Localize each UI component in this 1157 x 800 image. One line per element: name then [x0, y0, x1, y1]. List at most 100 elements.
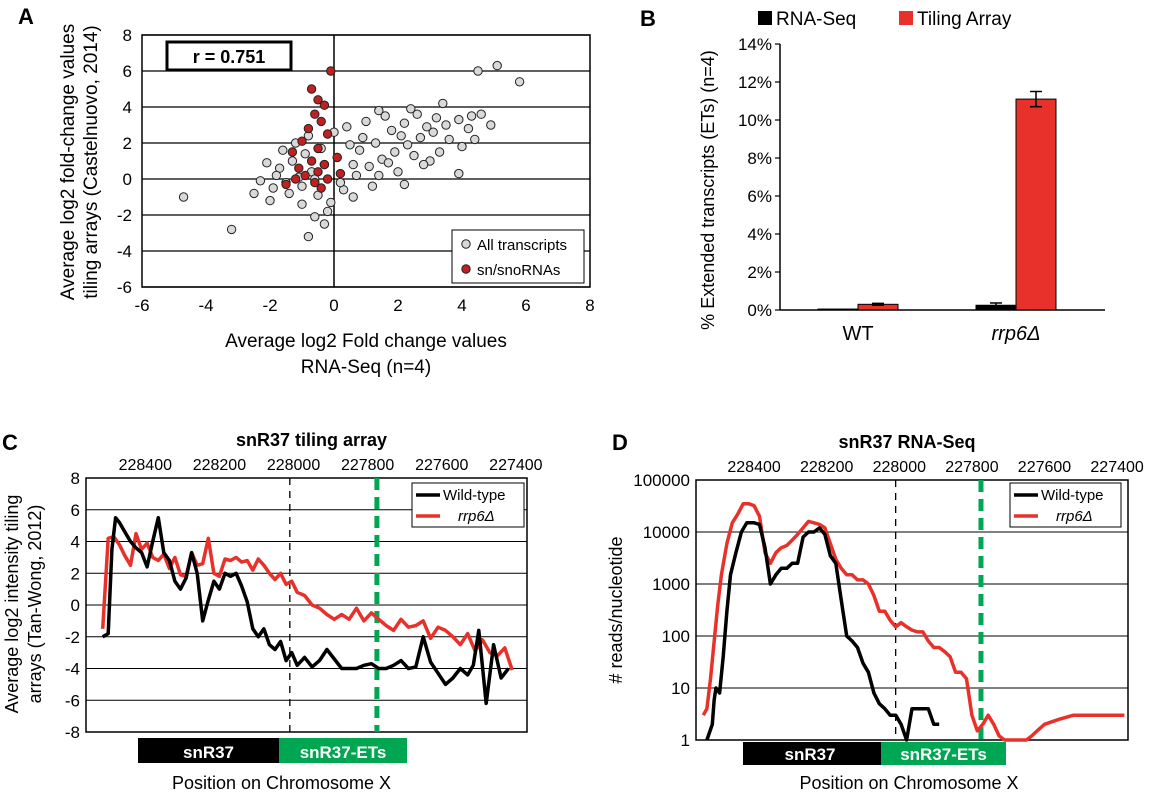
panel-b-legend-tiling: Tiling Array: [917, 9, 1012, 30]
panel-a-ytick-label: 8: [123, 26, 132, 45]
panel-a-point-sno: [322, 129, 333, 139]
panel-label-a: A: [18, 4, 34, 29]
panel-a-point-all: [303, 231, 314, 242]
panel-a-ytick-label: -4: [117, 242, 132, 261]
panel-c-xtick-label: 228400: [119, 457, 172, 474]
panel-a-point-all: [441, 120, 451, 130]
panel-b-ytick-label: 14%: [738, 35, 772, 54]
panel-label-b: B: [640, 6, 656, 31]
panel-c-ytick-label: 0: [71, 596, 80, 615]
panel-a-xtick-label: 6: [521, 296, 530, 315]
panel-a-point-all: [300, 149, 310, 159]
panel-c-series-rrp6: [100, 531, 514, 671]
panel-a-point-sno: [303, 123, 314, 134]
panel-a-point-all: [322, 206, 333, 217]
panel-b-bar: [817, 308, 859, 311]
panel-a-point-all: [319, 219, 330, 229]
panel-a-point-all: [406, 104, 416, 114]
panel-a-point-all: [434, 147, 445, 157]
panel-a-point-all: [386, 125, 397, 136]
panel-a-xtick-label: 2: [393, 296, 402, 315]
panel-a-chart: -6 -4 -2 0 2 4 6 8 -6 -4 -2 0 2 4 6 8 r = 0.751 All trans…: [58, 24, 595, 378]
panel-a-point-all: [514, 77, 525, 87]
panel-a-point-sno: [310, 177, 320, 188]
panel-a-point-all: [415, 132, 426, 143]
panel-label-d: D: [612, 430, 628, 455]
panel-c-ytick-label: 6: [71, 501, 80, 520]
panel-a-point-all: [402, 140, 413, 150]
panel-c-series-wildtype: [101, 515, 510, 706]
panel-a-point-all: [399, 179, 410, 190]
panel-d-xtick-label: 227800: [945, 459, 998, 476]
panel-c-xtick-label: 227600: [415, 457, 468, 474]
panel-a-point-all: [374, 170, 384, 181]
panel-a-point-all: [486, 120, 496, 130]
panel-b-ytick-label: 2%: [747, 263, 772, 282]
panel-a-point-all: [463, 123, 474, 134]
panel-a-ytick-label: 4: [123, 98, 132, 117]
panel-a-legend-all: All transcripts: [477, 237, 567, 254]
panel-c-xtick-label: 227800: [341, 457, 394, 474]
panel-a-point-all: [422, 122, 432, 132]
panel-a-point-all: [418, 159, 429, 170]
panel-a-xtick-label: 8: [585, 296, 594, 315]
panel-a-legend-sno: sn/snoRNAs: [477, 262, 560, 279]
panel-a-point-sno: [281, 179, 291, 190]
panel-c-xtick-label: 227400: [489, 457, 542, 474]
panel-c-region-snr37-label: snR37: [183, 743, 234, 762]
panel-d-ytick-label: 100: [662, 627, 690, 646]
panel-d-legend-wt: Wild-type: [1041, 487, 1104, 504]
panel-a-point-sno: [313, 143, 323, 154]
panel-a-point-all: [399, 118, 410, 128]
panel-b-category-rrp6: rrp6Δ: [992, 323, 1041, 345]
panel-b-ytick-label: 4%: [747, 225, 772, 244]
panel-d-ytick-label: 1000: [652, 575, 690, 594]
panel-d-xlabel: Position on Chromosome X: [799, 773, 1018, 793]
panel-a-point-all: [431, 113, 442, 123]
panel-a-point-all: [454, 168, 464, 179]
panel-a-ylabel-2: tiling arrays (Castelnuovo, 2014): [81, 25, 102, 299]
panel-d-ytick-label: 10000: [643, 523, 690, 542]
panel-a-point-all: [457, 141, 467, 152]
panel-d-xtick-label: 227600: [1018, 459, 1071, 476]
panel-a-xtick-label: -4: [198, 296, 213, 315]
panel-a-point-all: [271, 170, 282, 181]
panel-a-point-all: [454, 114, 464, 125]
panel-a-point-all: [335, 177, 346, 188]
panel-c-region-ets-label: snR37-ETs: [300, 743, 387, 762]
panel-d-frame: [695, 479, 1129, 741]
panel-a-point-sno: [300, 170, 310, 181]
panel-a-point-all: [367, 181, 378, 191]
panel-c-ylabel-2: arrays (Tan-Wong, 2012): [25, 505, 45, 704]
panel-a-point-all: [178, 192, 189, 202]
panel-a-point-all: [278, 145, 288, 155]
panel-a-xtick-label: -2: [262, 296, 277, 315]
panel-c-ytick-label: -8: [65, 723, 80, 742]
panel-a-point-all: [444, 134, 454, 145]
panel-d-xtick-label: 228200: [800, 459, 853, 476]
panel-a-point-all: [268, 183, 278, 193]
panel-c-legend-wt: Wild-type: [443, 487, 506, 504]
panel-b-ytick-label: 12%: [738, 73, 772, 92]
panel-c-title: snR37 tiling array: [236, 430, 387, 450]
panel-a-point-sno: [326, 66, 336, 76]
panel-d-series-wildtype: [705, 521, 940, 742]
panel-a-point-all: [390, 147, 400, 157]
panel-a-xlabel-2: RNA-Seq (n=4): [301, 357, 431, 378]
panel-c-legend-rrp6: rrp6Δ: [458, 508, 495, 525]
panel-b-bar: [1015, 98, 1057, 311]
panel-c-ytick-label: -4: [65, 660, 80, 679]
panel-c-ylabel-1: Average log2 intensity tiling: [2, 495, 22, 714]
panel-a-point-all: [473, 66, 483, 76]
panel-a-point-all: [364, 161, 374, 172]
panel-d-legend-box: [1009, 482, 1122, 528]
panel-a-point-all: [265, 195, 275, 206]
panel-a-point-all: [326, 197, 336, 208]
panel-b-legend-marker-tiling: [899, 11, 913, 25]
panel-a-point-all: [348, 192, 358, 202]
panel-d-chart: 1 10 100 1000 10000 100000 228400 228200 228000 2…: [606, 432, 1144, 793]
panel-a-point-all: [409, 150, 419, 161]
panel-a-point-all: [438, 98, 448, 109]
panel-a-point-sno: [313, 167, 323, 177]
